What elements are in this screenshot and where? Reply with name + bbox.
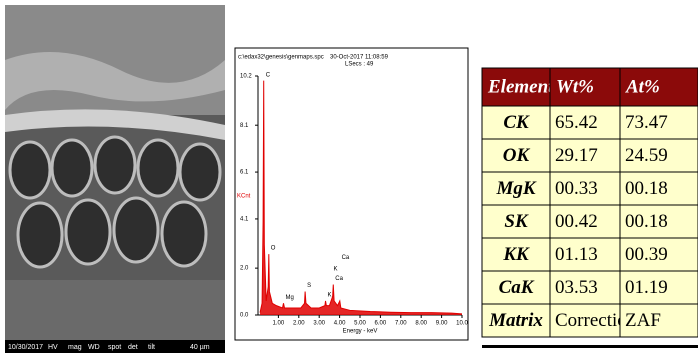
spectrum-file: c:\edax32\genesis\genmaps.spc — [238, 55, 324, 61]
x-tick-label: 3.00 — [313, 321, 325, 327]
peak-label: Mg — [286, 295, 294, 301]
peak-label: S — [307, 283, 311, 289]
peak-label: K — [328, 293, 332, 299]
cell-value: 65.42 — [555, 112, 598, 133]
cell-value: 01.19 — [625, 277, 668, 298]
cell-value: 73.47 — [625, 112, 668, 133]
sem-date: 10/30/2017 — [8, 344, 43, 351]
x-axis-label: Energy - keV — [343, 329, 378, 335]
table-rule — [482, 345, 698, 348]
spectrum-lsecs: LSecs : 49 — [345, 62, 374, 68]
element-name: Matrix — [488, 310, 543, 331]
cell-value: 24.59 — [625, 145, 668, 166]
element-name: SK — [504, 211, 529, 232]
y-tick-label: 2.0 — [240, 266, 249, 272]
cell-value: ZAF — [625, 310, 661, 331]
header-text: Element — [487, 76, 554, 97]
sem-scale-bar: 40 µm — [190, 344, 210, 351]
y-tick-label: 10.2 — [240, 74, 252, 80]
peak-label: K — [333, 267, 337, 273]
cell-value: 00.18 — [625, 178, 668, 199]
element-name: CK — [503, 112, 530, 133]
y-tick-label: 8.1 — [240, 123, 249, 129]
element-name: KK — [502, 244, 530, 265]
element-name: MgK — [495, 178, 536, 199]
cell-value: 00.42 — [555, 211, 598, 232]
cell-value: 03.53 — [555, 277, 598, 298]
peak-label: Ca — [335, 276, 343, 282]
x-tick-label: 9.00 — [436, 321, 448, 327]
x-tick-label: 1.00 — [273, 321, 285, 327]
x-tick-label: 5.00 — [354, 321, 366, 327]
sem-field: mag — [68, 344, 82, 351]
x-tick-label: 8.00 — [415, 321, 427, 327]
sem-field: tilt — [148, 344, 155, 351]
x-tick-label: 6.00 — [375, 321, 387, 327]
sem-lower-layer — [5, 280, 225, 340]
peak-label: Ca — [342, 255, 350, 261]
y-tick-label: 6.1 — [240, 170, 249, 176]
x-tick-label: 7.00 — [395, 321, 407, 327]
header-text: At% — [625, 76, 660, 97]
cell-value: 00.33 — [555, 178, 598, 199]
sem-field: WD — [88, 344, 100, 351]
x-tick-label: 10.0 — [456, 321, 468, 327]
spectrum-time: 30-Oct-2017 11:08:59 — [330, 55, 389, 61]
header-text: Wt% — [556, 76, 594, 97]
peak-label: C — [266, 72, 271, 78]
y-tick-label: 0.0 — [240, 313, 249, 319]
peak-label: O — [271, 246, 276, 252]
cell-value: 00.18 — [625, 211, 668, 232]
cell-value: 29.17 — [555, 145, 598, 166]
y-tick-label: 4.1 — [240, 217, 249, 223]
sem-field: HV — [48, 344, 58, 351]
x-tick-label: 2.00 — [293, 321, 305, 327]
sem-field: spot — [108, 344, 121, 351]
x-tick-label: 4.00 — [334, 321, 346, 327]
y-axis-label: KCnt — [237, 194, 251, 200]
element-name: OK — [503, 145, 531, 166]
cell-value: 00.39 — [625, 244, 668, 265]
figure: 10/30/2017 HV mag WD spotdet tilt 40 µm c:\e… — [0, 0, 698, 353]
sem-field: det — [128, 344, 138, 351]
element-name: CaK — [499, 277, 535, 298]
cell-value: 01.13 — [555, 244, 598, 265]
